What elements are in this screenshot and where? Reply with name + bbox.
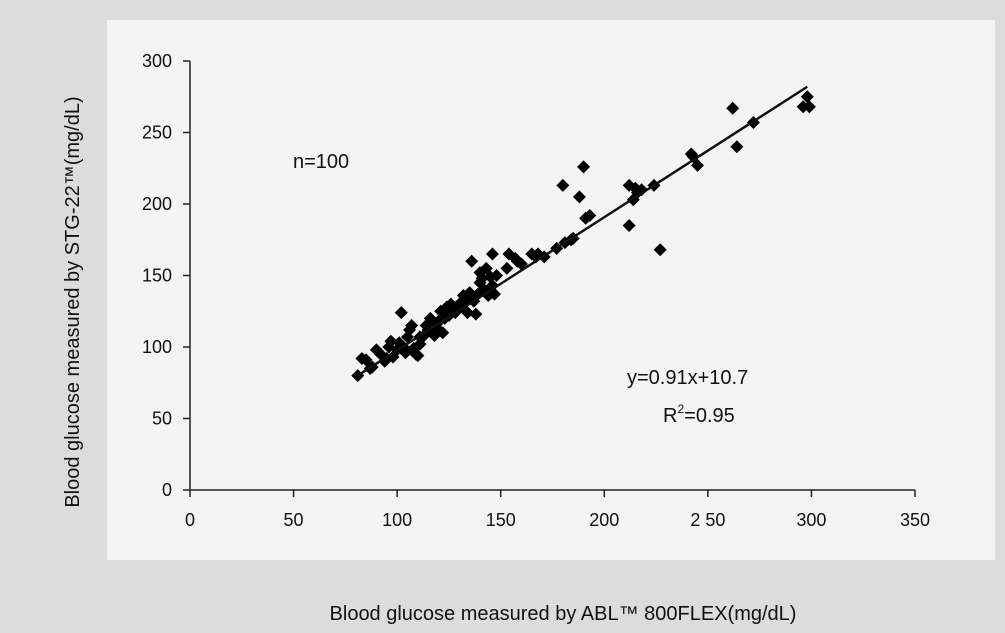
data-point xyxy=(572,190,586,204)
data-point xyxy=(800,90,814,104)
x-tick-label: 0 xyxy=(185,510,195,530)
data-point xyxy=(475,271,489,285)
y-tick-label: 0 xyxy=(162,480,172,500)
data-point xyxy=(583,208,597,222)
sample-size-label: n=100 xyxy=(293,151,349,173)
data-point xyxy=(802,100,816,114)
data-point xyxy=(490,269,504,282)
data-point xyxy=(405,319,419,333)
data-point xyxy=(730,140,744,154)
y-tick-label: 150 xyxy=(142,266,172,286)
r-squared-value: =0.95 xyxy=(684,405,735,427)
x-tick-label: 150 xyxy=(486,510,516,530)
data-point xyxy=(394,306,408,320)
data-point xyxy=(384,334,398,348)
data-point xyxy=(485,279,499,293)
data-point xyxy=(469,307,483,321)
r-squared-label: R2=0.95 xyxy=(663,402,735,427)
y-tick-label: 50 xyxy=(152,409,172,429)
y-tick-label: 100 xyxy=(142,337,172,357)
x-ticks: 0 50 100 150 200 2 50 300 350 xyxy=(185,490,930,530)
y-axis-title: Blood glucose measured by STG-22™(mg/dL) xyxy=(62,96,84,507)
x-tick-label: 350 xyxy=(900,510,930,530)
x-axis-title: Blood glucose measured by ABL™ 800FLEX(m… xyxy=(330,603,797,625)
data-point xyxy=(577,160,591,174)
x-tick-label: 50 xyxy=(284,510,304,530)
plot-panel xyxy=(107,20,995,560)
data-point xyxy=(461,306,475,320)
data-point xyxy=(436,326,450,340)
x-tick-label: 300 xyxy=(796,510,826,530)
y-tick-label: 250 xyxy=(142,123,172,143)
x-tick-label: 2 50 xyxy=(690,510,725,530)
data-point xyxy=(635,183,649,197)
y-tick-label: 200 xyxy=(142,194,172,214)
data-point xyxy=(485,247,499,261)
r-squared-superscript: 2 xyxy=(677,402,684,416)
data-point xyxy=(411,349,425,363)
y-ticks: 0 50 100 150 200 250 300 xyxy=(142,51,190,500)
data-point xyxy=(556,178,570,192)
x-tick-label: 200 xyxy=(589,510,619,530)
data-point xyxy=(653,243,667,257)
x-tick-label: 100 xyxy=(382,510,412,530)
data-point xyxy=(465,254,479,268)
regression-equation: y=0.91x+10.7 xyxy=(627,367,748,389)
y-tick-label: 300 xyxy=(142,51,172,71)
r-squared-prefix: R xyxy=(663,405,677,427)
data-point xyxy=(691,158,704,172)
data-point xyxy=(622,218,636,232)
data-point xyxy=(726,101,740,115)
regression-line xyxy=(357,85,808,377)
data-point xyxy=(500,261,514,275)
data-point xyxy=(525,247,539,261)
